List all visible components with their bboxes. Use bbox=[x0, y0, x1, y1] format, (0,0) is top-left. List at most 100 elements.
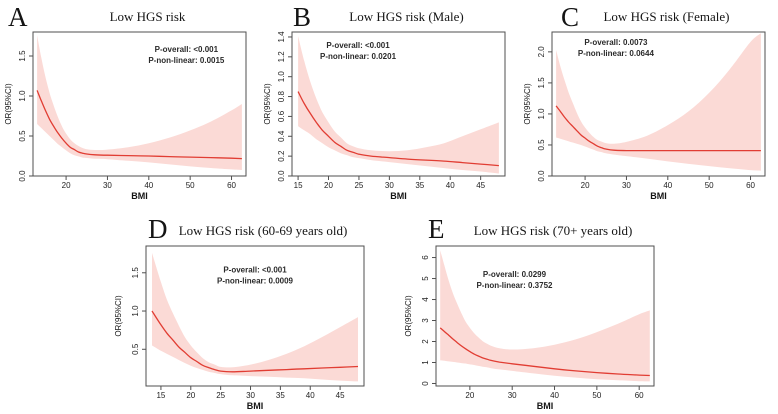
y-axis-label: OR(95%CI) bbox=[4, 83, 13, 125]
ci-band bbox=[152, 252, 358, 382]
x-tick-label: 40 bbox=[446, 181, 455, 190]
ci-band bbox=[37, 35, 242, 171]
panel-label: A bbox=[8, 2, 28, 32]
x-tick-label: 35 bbox=[276, 391, 285, 400]
ci-band bbox=[298, 36, 499, 174]
panel-label: E bbox=[428, 216, 445, 244]
panel-label: D bbox=[148, 216, 168, 244]
spline-curve bbox=[555, 105, 761, 152]
y-tick-label: 5 bbox=[421, 276, 430, 281]
panel-title: Low HGS risk (60-69 years old) bbox=[179, 223, 348, 238]
y-tick-label: 1.0 bbox=[277, 71, 286, 83]
y-tick-label: 0.5 bbox=[131, 343, 140, 355]
x-tick-label: 40 bbox=[144, 181, 153, 190]
x-tick-label: 60 bbox=[227, 181, 236, 190]
p-nonlinear-text: P-non-linear: 0.0015 bbox=[148, 56, 225, 65]
y-tick-label: 1 bbox=[421, 360, 430, 365]
x-axis-label: BMI bbox=[247, 401, 264, 411]
x-tick-label: 50 bbox=[705, 181, 714, 190]
p-nonlinear-text: P-non-linear: 0.3752 bbox=[476, 281, 553, 290]
y-tick-label: 1.2 bbox=[277, 51, 286, 63]
y-tick-label: 0.4 bbox=[277, 130, 286, 142]
panel-title: Low HGS risk (70+ years old) bbox=[474, 223, 633, 238]
y-tick-label: 0.0 bbox=[277, 170, 286, 182]
p-overall-text: P-overall: 0.0073 bbox=[584, 38, 648, 47]
plot-frame bbox=[435, 245, 655, 387]
x-tick-label: 30 bbox=[246, 391, 255, 400]
x-axis-label: BMI bbox=[131, 191, 148, 201]
x-tick-label: 35 bbox=[415, 181, 424, 190]
plot-area bbox=[555, 33, 761, 171]
panel-c: 20 30 40 50 60 0.0 0.5 1.0 1.5 2.0 C Low HGS risk (… bbox=[519, 2, 778, 207]
panel-d-svg: 15 20 25 30 35 40 45 0.5 1.0 1.5 D Low HGS risk (60… bbox=[114, 216, 365, 411]
panel-title: Low HGS risk (Female) bbox=[603, 9, 729, 24]
x-tick-label: 60 bbox=[635, 391, 644, 400]
plot-frame bbox=[551, 31, 766, 177]
x-tick-label: 30 bbox=[103, 181, 112, 190]
y-tick-label: 0.5 bbox=[537, 139, 546, 151]
x-tick-label: 20 bbox=[465, 391, 474, 400]
spline-curve bbox=[297, 91, 499, 167]
spline-curve bbox=[36, 90, 242, 160]
plot-frame bbox=[291, 31, 506, 177]
y-tick-label: 4 bbox=[421, 297, 430, 302]
y-tick-label: 0.0 bbox=[537, 170, 546, 182]
x-tick-label: 20 bbox=[581, 181, 590, 190]
panel-e: 20 30 40 50 60 0 1 2 3 4 5 6 E Low HGS risk (70+ year… bbox=[400, 216, 680, 414]
y-tick-label: 6 bbox=[421, 255, 430, 260]
x-tick-label: 50 bbox=[592, 391, 601, 400]
x-tick-label: 20 bbox=[324, 181, 333, 190]
panel-title: Low HGS risk (Male) bbox=[349, 9, 463, 24]
x-tick-label: 20 bbox=[186, 391, 195, 400]
panel-b: 15 20 25 30 35 40 45 0.0 0.2 0.4 0.6 0.8 1.0 1.2 1.4 B L… bbox=[259, 2, 518, 207]
x-tick-label: 25 bbox=[354, 181, 363, 190]
y-tick-label: 1.5 bbox=[131, 267, 140, 279]
y-tick-label: 0.2 bbox=[277, 150, 286, 162]
ci-band bbox=[440, 250, 650, 382]
p-overall-text: P-overall: <0.001 bbox=[326, 41, 390, 50]
x-tick-label: 50 bbox=[186, 181, 195, 190]
plot-area bbox=[36, 35, 242, 171]
y-tick-label: 3 bbox=[421, 318, 430, 323]
y-tick-label: 0.6 bbox=[277, 110, 286, 122]
p-nonlinear-text: P-non-linear: 0.0644 bbox=[578, 49, 655, 58]
y-tick-label: 2.0 bbox=[537, 46, 546, 58]
y-tick-label: 1.5 bbox=[537, 77, 546, 89]
p-nonlinear-text: P-non-linear: 0.0009 bbox=[217, 277, 294, 286]
p-overall-text: P-overall: 0.0299 bbox=[483, 270, 547, 279]
x-tick-label: 45 bbox=[336, 391, 345, 400]
p-overall-text: P-overall: <0.001 bbox=[155, 45, 219, 54]
x-tick-label: 30 bbox=[385, 181, 394, 190]
panel-b-svg: 15 20 25 30 35 40 45 0.0 0.2 0.4 0.6 0.8 1.0 1.2 1.4 B L… bbox=[263, 2, 506, 201]
x-tick-label: 30 bbox=[508, 391, 517, 400]
x-tick-label: 60 bbox=[746, 181, 755, 190]
ci-band bbox=[556, 33, 761, 171]
y-tick-label: 0.8 bbox=[277, 90, 286, 102]
y-tick-label: 0.5 bbox=[18, 130, 27, 142]
panel-e-svg: 20 30 40 50 60 0 1 2 3 4 5 6 E Low HGS risk (70+ year… bbox=[404, 216, 655, 411]
y-tick-label: 0 bbox=[421, 381, 430, 386]
y-tick-label: 1.0 bbox=[537, 108, 546, 120]
y-tick-label: 1.0 bbox=[131, 305, 140, 317]
x-axis-label: BMI bbox=[390, 191, 407, 201]
x-tick-label: 30 bbox=[622, 181, 631, 190]
spline-curve bbox=[151, 310, 359, 373]
x-tick-label: 40 bbox=[550, 391, 559, 400]
y-tick-label: 2 bbox=[421, 339, 430, 344]
y-tick-label: 1.5 bbox=[18, 50, 27, 62]
spline-curve bbox=[439, 327, 650, 377]
x-tick-label: 40 bbox=[663, 181, 672, 190]
y-tick-label: 1.0 bbox=[18, 90, 27, 102]
panel-c-svg: 20 30 40 50 60 0.0 0.5 1.0 1.5 2.0 C Low HGS risk (… bbox=[523, 2, 766, 201]
x-tick-label: 40 bbox=[306, 391, 315, 400]
y-axis-label: OR(95%CI) bbox=[404, 295, 413, 337]
panel-label: C bbox=[561, 2, 579, 32]
x-tick-label: 25 bbox=[216, 391, 225, 400]
plot-frame bbox=[32, 31, 247, 177]
panel-title: Low HGS risk bbox=[110, 9, 186, 24]
panel-a-svg: 20 30 40 50 60 0.0 0.5 1.0 1.5 A Low HGS risk BMI OR… bbox=[4, 2, 247, 201]
y-tick-label: 0.0 bbox=[18, 170, 27, 182]
x-tick-label: 20 bbox=[62, 181, 71, 190]
y-axis-label: OR(95%CI) bbox=[523, 83, 532, 125]
